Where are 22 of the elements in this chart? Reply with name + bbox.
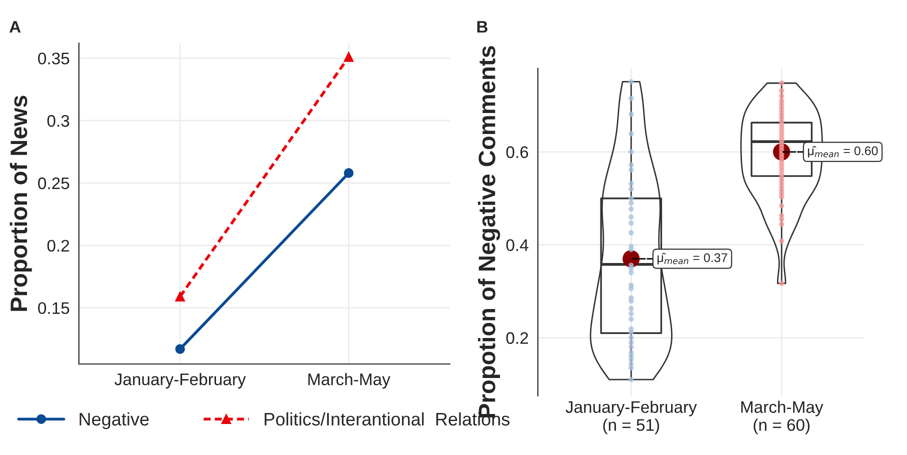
annotation: μ̂$_{mean}$ = 0.37 [658, 252, 728, 264]
y-axis-title: Proportion of News [10, 96, 32, 311]
y-tick-label: 0.4 [506, 239, 528, 252]
point [175, 292, 185, 302]
legend-label: Negative [80, 412, 149, 430]
point [175, 344, 185, 354]
point [344, 168, 354, 178]
y-tick-label: 0.25 [38, 177, 70, 190]
x-tick-label: March-May [308, 373, 390, 389]
y-tick-label: 0.15 [38, 302, 70, 314]
x-tick-label: January-February [114, 373, 246, 389]
x-tick-label: January-February (n = 51) [566, 400, 697, 434]
y-tick-label: 0.2 [47, 240, 70, 252]
chart-title: B [477, 21, 488, 33]
y-tick-label: 0.35 [38, 52, 70, 64]
chart-title: A [9, 21, 21, 33]
y-tick-label: 0.2 [506, 332, 528, 344]
y-tick-label: 0.6 [506, 146, 528, 158]
annotation: μ̂$_{mean}$ = 0.60 [808, 146, 878, 158]
x-tick-label: March-May (n = 60) [741, 400, 824, 434]
y-tick-label: 0.3 [47, 115, 70, 127]
point [344, 52, 354, 62]
